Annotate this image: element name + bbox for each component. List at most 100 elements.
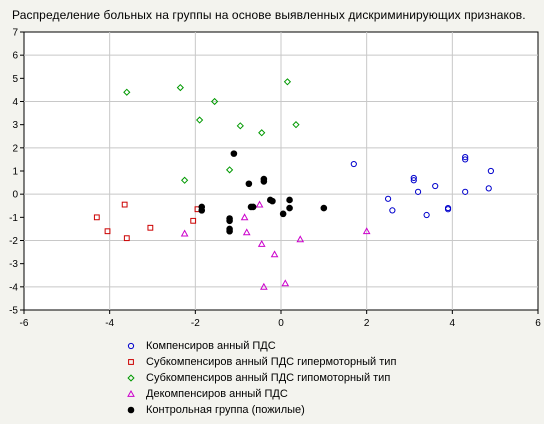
axis-ticks: -6 -4 -2 0 2 4 6 -5 -4 -3 -2 -1 0 1 2 3 4 5 6 7 [9, 28, 541, 330]
data-point [260, 282, 268, 290]
data-point [190, 217, 197, 224]
data-point [240, 213, 249, 221]
data-point [279, 210, 287, 218]
x-tick-label: -4 [105, 318, 114, 329]
legend-marker-icon [127, 389, 135, 397]
data-point [181, 176, 189, 184]
data-point [198, 207, 206, 214]
data-point [432, 182, 439, 190]
y-tick-label: -5 [9, 306, 18, 317]
data-point [269, 197, 276, 205]
data-points [93, 78, 494, 290]
legend-item: Субкомпенсиров анный ПДС гипермоторный т… [124, 354, 396, 370]
data-point [121, 201, 128, 208]
grid-lines [24, 32, 538, 310]
data-point [211, 97, 219, 106]
data-point [245, 180, 253, 188]
legend-marker [128, 359, 134, 365]
y-tick-label: -2 [9, 236, 18, 247]
data-point [226, 227, 233, 235]
data-point [236, 122, 244, 130]
data-point [286, 196, 293, 204]
legend-item: Субкомпенсиров анный ПДС гипомоторный ти… [124, 370, 396, 386]
legend-label: Субкомпенсиров анный ПДС гипомоторный ти… [146, 372, 391, 384]
data-point [414, 188, 422, 195]
series-1 [350, 154, 494, 219]
data-point [147, 224, 154, 231]
y-tick-label: -3 [9, 259, 18, 270]
legend-marker-icon [127, 406, 135, 414]
y-tick-label: 3 [12, 120, 18, 131]
data-point [462, 188, 469, 195]
data-point [410, 177, 417, 184]
y-tick-label: 6 [12, 51, 18, 62]
y-tick-label: -4 [9, 282, 18, 293]
data-point [180, 229, 189, 237]
x-tick-label: 2 [364, 318, 370, 329]
legend-marker [127, 342, 135, 350]
chart-title: Распределение больных на группы на основ… [12, 8, 526, 22]
y-tick-label: 1 [12, 167, 18, 178]
legend-marker-icon [127, 342, 135, 350]
legend-label: Декомпенсиров анный ПДС [146, 388, 288, 400]
x-tick-label: 4 [450, 318, 456, 329]
data-point [230, 150, 238, 157]
data-point [123, 88, 131, 96]
legend-marker [127, 389, 135, 397]
data-point [362, 227, 371, 235]
data-point [249, 203, 257, 211]
y-tick-label: 7 [12, 28, 18, 39]
legend-item: Декомпенсиров анный ПДС [124, 386, 396, 402]
legend-item: Контрольная группа (пожилые) [124, 402, 396, 418]
data-point [258, 129, 266, 137]
legend-marker [127, 374, 135, 382]
legend-label: Контрольная группа (пожилые) [146, 404, 305, 416]
data-point [242, 228, 251, 236]
legend-label: Компенсиров анный ПДС [146, 340, 276, 352]
data-point [270, 250, 279, 258]
legend-item: Компенсиров анный ПДС [124, 338, 396, 354]
y-tick-label: 5 [12, 74, 18, 85]
data-point [296, 235, 305, 243]
series-4 [180, 200, 371, 290]
data-point [255, 200, 264, 208]
data-point [410, 174, 417, 182]
data-point [444, 204, 452, 212]
x-tick-label: -2 [191, 318, 200, 329]
data-point [123, 235, 130, 242]
legend-marker [127, 406, 135, 414]
data-point [226, 217, 233, 225]
data-point [389, 207, 396, 214]
data-point [104, 228, 111, 235]
data-point [423, 211, 430, 219]
data-point [260, 178, 268, 185]
data-point [384, 195, 392, 202]
data-point [485, 185, 492, 192]
x-tick-label: 0 [278, 318, 284, 329]
data-point [292, 121, 300, 129]
legend: Компенсиров анный ПДС Субкомпенсиров анны… [124, 338, 396, 418]
data-point [281, 279, 290, 287]
legend-label: Субкомпенсиров анный ПДС гипермоторный т… [146, 356, 397, 368]
y-tick-label: 4 [12, 97, 18, 108]
x-tick-label: -6 [20, 318, 29, 329]
data-point [176, 83, 184, 92]
x-tick-label: 6 [535, 318, 541, 329]
data-point [225, 166, 234, 174]
legend-marker-icon [128, 359, 134, 365]
data-point [487, 167, 494, 175]
data-point [320, 204, 328, 212]
y-tick-label: -1 [9, 213, 18, 224]
legend-marker-icon [127, 374, 135, 382]
data-point [462, 156, 469, 163]
data-point [462, 154, 469, 161]
series-3 [123, 78, 300, 184]
data-point [196, 116, 204, 124]
data-point [93, 214, 100, 221]
y-tick-label: 0 [12, 190, 18, 201]
data-point [350, 160, 357, 168]
data-point [283, 78, 292, 86]
data-point [286, 204, 293, 212]
series-5 [198, 150, 328, 235]
